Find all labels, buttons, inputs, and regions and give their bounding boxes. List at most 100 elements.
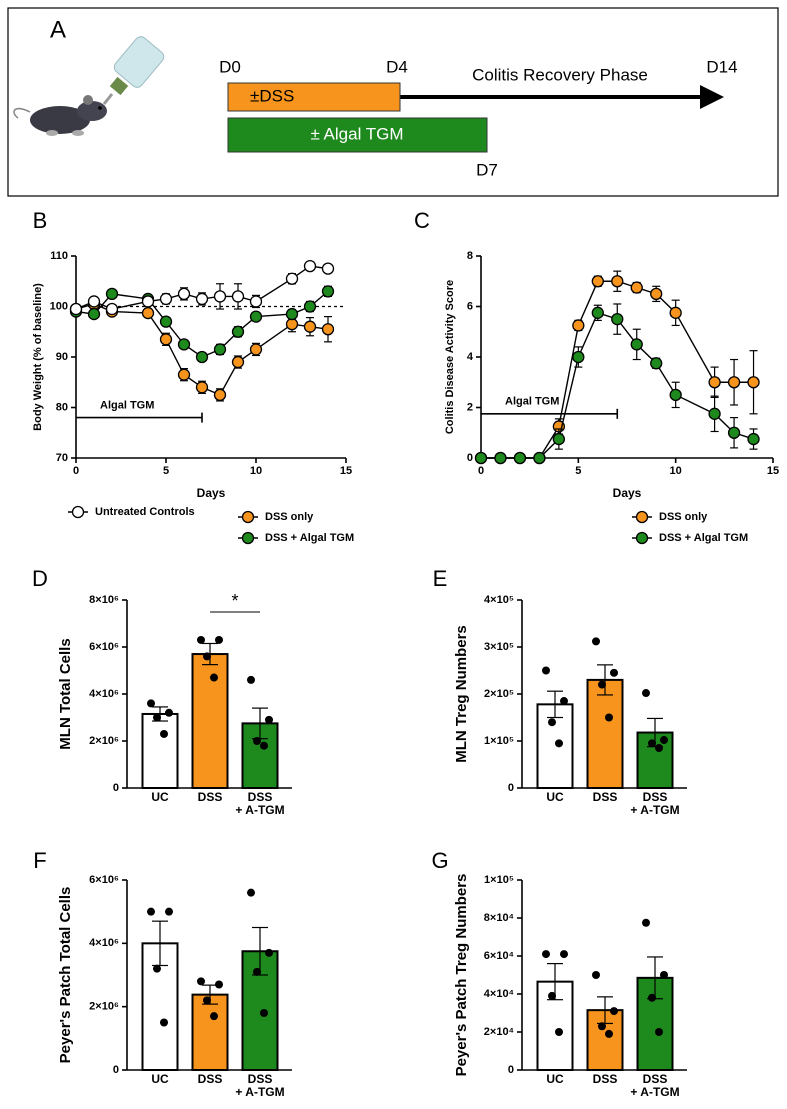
bar <box>586 678 624 790</box>
data-point <box>249 343 263 356</box>
y-tick-label: 2×10⁶ <box>89 1001 119 1013</box>
data-point <box>105 302 119 316</box>
bar <box>191 653 229 789</box>
x-tick-label: 0 <box>73 465 79 477</box>
bar <box>536 703 574 790</box>
timeline-label: D0 <box>219 57 241 76</box>
data-point <box>285 318 299 331</box>
x-axis-title: Days <box>613 486 642 500</box>
data-point <box>474 451 488 465</box>
data-point <box>552 432 566 446</box>
legend-label: DSS only <box>265 511 314 523</box>
data-point <box>560 697 568 706</box>
data-point <box>153 713 161 722</box>
x-tick-label: 10 <box>670 465 682 477</box>
data-point <box>213 290 227 303</box>
data-point <box>592 637 600 646</box>
panel-label: C <box>414 208 430 233</box>
x-tick-label-box: DSS <box>593 1073 618 1086</box>
data-point <box>642 918 650 927</box>
data-point <box>591 306 604 319</box>
data-point <box>160 729 168 738</box>
y-tick-label: 8 <box>467 250 473 262</box>
data-point <box>303 320 317 333</box>
legend-marker <box>241 510 255 524</box>
data-point <box>660 971 668 979</box>
bar <box>141 712 179 789</box>
data-point <box>141 306 155 320</box>
data-point <box>669 388 682 402</box>
data-point <box>660 736 668 745</box>
legend-label: DSS + Algal TGM <box>265 532 354 544</box>
data-point <box>195 381 209 394</box>
annotation-text: Algal TGM <box>100 400 154 412</box>
data-point <box>195 350 209 364</box>
y-tick-label: 6×10⁴ <box>484 950 514 962</box>
data-point <box>215 980 223 989</box>
legend-marker <box>241 531 255 545</box>
x-tick-label-box: UC <box>546 791 564 804</box>
data-point <box>247 888 255 897</box>
data-point <box>160 1018 168 1027</box>
data-point <box>605 1029 613 1038</box>
y-tick-label: 110 <box>50 250 68 262</box>
y-tick-label: 2 <box>467 401 473 413</box>
data-point <box>303 259 317 273</box>
data-point <box>598 680 606 689</box>
y-tick-label: 4 <box>467 351 474 363</box>
x-tick-label: 5 <box>163 465 169 477</box>
x-tick-label: 10 <box>250 465 262 477</box>
data-point <box>213 343 227 356</box>
bar <box>191 993 229 1072</box>
data-point <box>669 306 682 319</box>
legend-label: DSS + Algal TGM <box>659 532 748 544</box>
data-point <box>648 993 656 1002</box>
data-point <box>747 432 760 446</box>
legend-label: Untreated Controls <box>95 506 195 518</box>
data-point <box>159 333 173 346</box>
x-tick-label: UC <box>546 791 564 804</box>
significance-text: * <box>231 591 238 611</box>
x-tick-label-box: DSS + A-TGM <box>235 791 285 817</box>
panel-label: F <box>33 848 46 873</box>
legend-marker <box>635 531 649 545</box>
x-tick-label-box: UC <box>151 791 168 804</box>
data-point <box>610 1007 618 1016</box>
panel-label: D <box>32 566 48 591</box>
y-tick-label: 4×10⁶ <box>89 688 119 700</box>
data-point <box>542 666 550 675</box>
data-point <box>141 295 155 308</box>
data-point <box>708 407 721 420</box>
data-point <box>159 315 173 328</box>
data-point <box>648 739 656 748</box>
data-point <box>303 300 317 313</box>
y-tick-label: 6×10⁶ <box>89 641 119 653</box>
data-point <box>650 357 663 370</box>
x-tick-label: DSS + A-TGM <box>630 791 680 817</box>
data-point <box>655 1028 663 1036</box>
dss-bar <box>227 82 401 112</box>
legend-label: DSS only <box>659 511 708 523</box>
bar-label: ±DSS <box>250 86 294 105</box>
y-tick-label: 8×10⁶ <box>89 594 119 606</box>
x-tick-label: 15 <box>340 465 352 477</box>
data-point <box>197 977 205 986</box>
data-point <box>159 292 173 306</box>
y-tick-label: 0 <box>508 782 514 794</box>
x-tick-label: DSS + A-TGM <box>235 791 285 817</box>
data-point <box>249 310 263 323</box>
x-tick-label: 5 <box>575 465 581 477</box>
y-axis-title: Peyer's Patch Total Cells <box>57 887 74 1064</box>
legend-marker <box>635 510 649 524</box>
data-point <box>249 295 263 308</box>
y-tick-label: 8×10⁴ <box>484 912 514 924</box>
x-tick-label: DSS <box>197 1073 223 1086</box>
y-tick-label: 4×10⁵ <box>484 594 514 606</box>
data-point <box>727 376 741 389</box>
data-point <box>253 737 261 745</box>
panel-a-frame <box>7 7 779 197</box>
data-point <box>592 971 600 979</box>
y-tick-label: 4×10⁴ <box>484 988 514 1000</box>
data-point <box>87 307 101 321</box>
data-point <box>177 287 191 301</box>
